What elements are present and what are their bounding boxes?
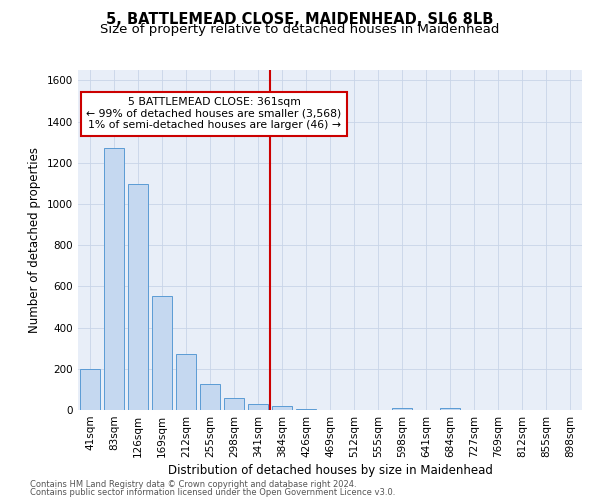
Bar: [296, 409, 316, 410]
Y-axis label: Number of detached properties: Number of detached properties: [28, 147, 41, 333]
X-axis label: Distribution of detached houses by size in Maidenhead: Distribution of detached houses by size …: [167, 464, 493, 477]
Bar: [392, 408, 412, 410]
Text: Size of property relative to detached houses in Maidenhead: Size of property relative to detached ho…: [100, 22, 500, 36]
Text: 5, BATTLEMEAD CLOSE, MAIDENHEAD, SL6 8LB: 5, BATTLEMEAD CLOSE, MAIDENHEAD, SL6 8LB: [106, 12, 494, 28]
Bar: [104, 148, 124, 410]
Bar: [128, 184, 148, 410]
Text: Contains public sector information licensed under the Open Government Licence v3: Contains public sector information licen…: [30, 488, 395, 497]
Bar: [152, 296, 172, 410]
Bar: [176, 354, 196, 410]
Bar: [440, 408, 460, 410]
Text: Contains HM Land Registry data © Crown copyright and database right 2024.: Contains HM Land Registry data © Crown c…: [30, 480, 356, 489]
Text: 5 BATTLEMEAD CLOSE: 361sqm
← 99% of detached houses are smaller (3,568)
1% of se: 5 BATTLEMEAD CLOSE: 361sqm ← 99% of deta…: [86, 97, 342, 130]
Bar: [248, 404, 268, 410]
Bar: [80, 370, 100, 410]
Bar: [272, 406, 292, 410]
Bar: [200, 384, 220, 410]
Bar: [224, 398, 244, 410]
